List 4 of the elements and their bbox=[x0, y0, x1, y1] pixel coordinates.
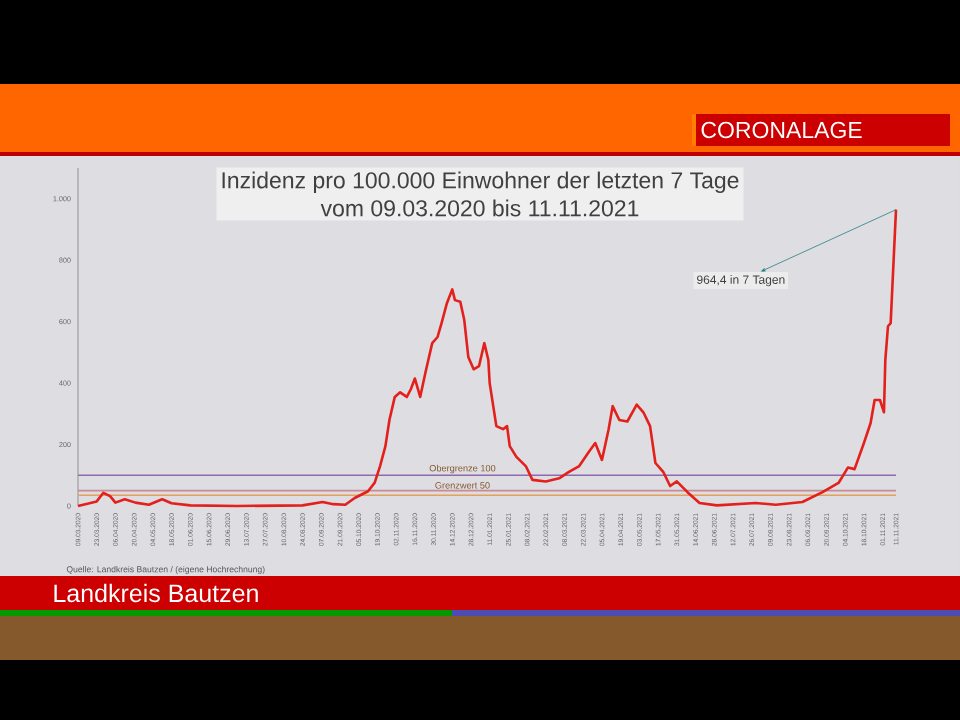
chart-title: Inzidenz pro 100.000 Einwohner der letzten 7 Tage bbox=[222, 171, 739, 193]
text: CORONALAGE bbox=[701, 121, 862, 139]
text: vom 09.03.2020 bis 11.11.2021 bbox=[320, 199, 639, 217]
text: Landkreis Bautzen bbox=[54, 583, 258, 603]
